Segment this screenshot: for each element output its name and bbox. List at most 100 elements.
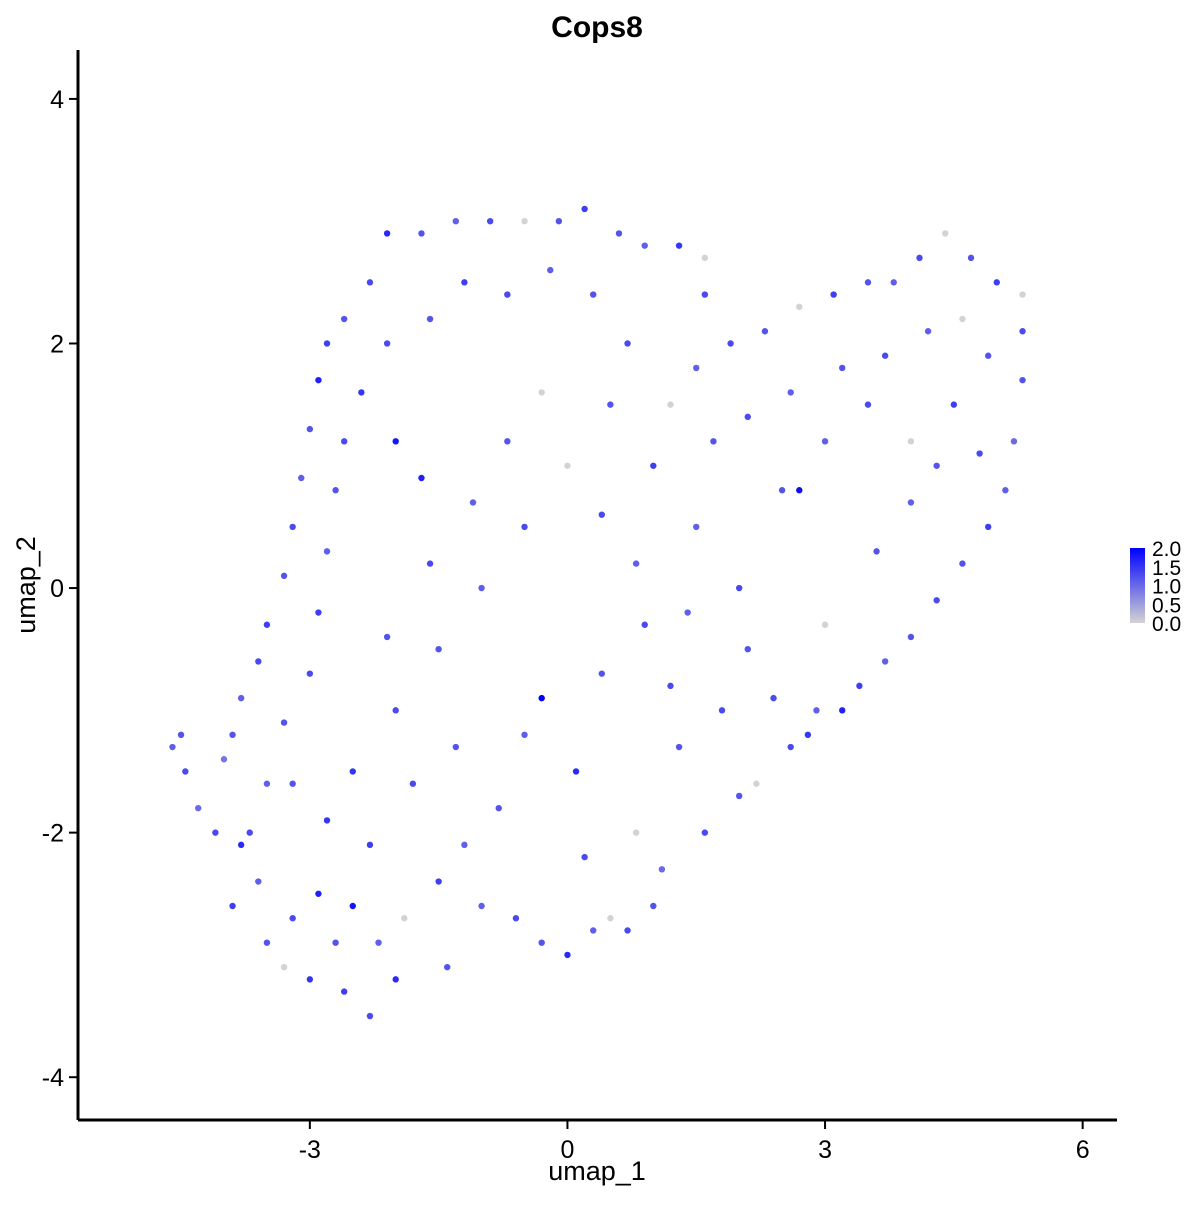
colorbar-label: 2.0 — [1152, 538, 1181, 561]
data-point — [607, 915, 614, 922]
data-point — [675, 743, 683, 751]
data-point — [632, 829, 640, 836]
data-point — [641, 621, 648, 628]
data-point — [701, 254, 709, 262]
data-point — [727, 340, 734, 347]
data-point — [306, 670, 314, 677]
data-point — [564, 462, 571, 469]
colorbar-label: 1.5 — [1152, 557, 1181, 580]
data-point — [821, 621, 829, 628]
data-point — [701, 829, 709, 836]
data-point — [280, 719, 288, 726]
data-point — [177, 731, 185, 738]
data-point — [744, 413, 751, 421]
y-tick-label: 0 — [50, 575, 64, 603]
data-point — [237, 694, 245, 702]
data-point — [418, 474, 425, 482]
data-point — [375, 939, 382, 946]
data-point — [383, 230, 391, 237]
data-point — [590, 927, 597, 934]
data-point — [340, 438, 348, 445]
data-point — [907, 499, 915, 506]
data-point — [315, 376, 322, 384]
data-point — [289, 780, 296, 787]
data-point — [452, 743, 460, 751]
data-point — [409, 780, 417, 787]
data-point — [615, 230, 623, 237]
data-point — [555, 218, 563, 225]
data-point — [821, 438, 829, 445]
data-point — [323, 817, 331, 824]
data-point — [864, 401, 872, 408]
data-point — [246, 829, 253, 836]
data-point — [486, 218, 494, 225]
data-point — [220, 756, 228, 763]
data-point — [581, 205, 588, 213]
data-point — [976, 450, 983, 457]
data-point — [255, 878, 262, 885]
x-axis-ticks: -3 0 3 6 — [299, 1120, 1090, 1164]
data-point — [667, 401, 674, 408]
data-point — [504, 438, 511, 445]
data-point — [478, 902, 485, 910]
data-point — [684, 609, 691, 616]
data-point — [340, 315, 348, 323]
data-point — [332, 487, 339, 494]
data-point — [881, 352, 889, 359]
data-point — [435, 878, 442, 885]
data-point — [358, 389, 365, 396]
data-point — [229, 902, 236, 910]
data-point — [650, 902, 657, 910]
data-point — [392, 976, 399, 983]
data-point — [959, 560, 966, 567]
data-point — [504, 291, 511, 298]
data-point — [1002, 487, 1009, 494]
data-point — [212, 829, 219, 836]
data-point — [1019, 376, 1026, 384]
data-point — [323, 340, 331, 347]
data-point — [306, 425, 314, 433]
data-point — [693, 364, 700, 372]
data-point — [289, 915, 296, 922]
data-point — [392, 707, 399, 714]
data-point — [735, 584, 743, 592]
data-point — [839, 707, 846, 714]
data-point — [658, 866, 666, 873]
x-tick-label: 6 — [1076, 1136, 1090, 1164]
data-point — [383, 340, 391, 347]
data-point — [521, 218, 528, 225]
data-point — [916, 254, 923, 262]
y-axis-ticks: -4 -2 0 2 4 — [42, 86, 78, 1092]
data-point — [538, 939, 545, 946]
data-point — [796, 487, 803, 494]
data-point — [787, 743, 794, 751]
data-point — [280, 963, 288, 971]
data-point — [813, 707, 820, 714]
data-point — [607, 401, 614, 408]
data-point — [950, 401, 958, 408]
data-point — [1019, 328, 1026, 335]
data-point — [839, 364, 846, 372]
data-point — [959, 315, 966, 323]
data-point — [735, 792, 743, 800]
data-point — [366, 841, 374, 849]
data-point — [907, 633, 915, 641]
data-point — [229, 731, 236, 738]
data-point — [169, 743, 176, 751]
data-point — [967, 254, 975, 262]
data-point — [624, 927, 631, 934]
data-point — [495, 804, 502, 812]
data-point — [718, 707, 726, 714]
data-point — [984, 523, 992, 531]
data-point — [289, 523, 296, 531]
data-point — [461, 841, 468, 849]
data-point — [710, 438, 717, 445]
data-point — [770, 694, 777, 702]
data-point — [349, 902, 356, 910]
data-point — [1019, 291, 1026, 298]
data-point — [856, 682, 863, 690]
x-tick-label: 3 — [818, 1136, 832, 1164]
data-point — [315, 890, 322, 897]
y-tick-label: 4 — [50, 86, 64, 114]
